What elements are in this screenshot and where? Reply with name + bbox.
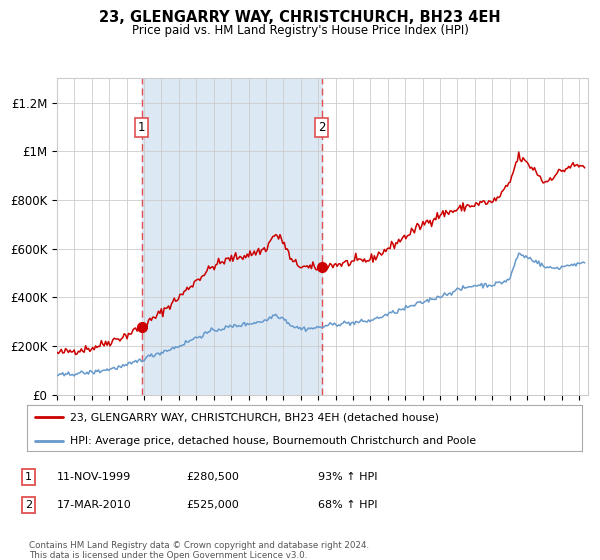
Text: Price paid vs. HM Land Registry's House Price Index (HPI): Price paid vs. HM Land Registry's House … — [131, 24, 469, 36]
Text: 1: 1 — [25, 472, 32, 482]
Text: £525,000: £525,000 — [186, 500, 239, 510]
Text: Contains HM Land Registry data © Crown copyright and database right 2024.
This d: Contains HM Land Registry data © Crown c… — [29, 541, 369, 560]
Text: 23, GLENGARRY WAY, CHRISTCHURCH, BH23 4EH: 23, GLENGARRY WAY, CHRISTCHURCH, BH23 4E… — [99, 10, 501, 25]
Text: 11-NOV-1999: 11-NOV-1999 — [57, 472, 131, 482]
Text: 93% ↑ HPI: 93% ↑ HPI — [318, 472, 377, 482]
Text: HPI: Average price, detached house, Bournemouth Christchurch and Poole: HPI: Average price, detached house, Bour… — [70, 436, 476, 446]
Text: £280,500: £280,500 — [186, 472, 239, 482]
Text: 2: 2 — [318, 121, 326, 134]
Bar — [142, 78, 322, 395]
Text: 17-MAR-2010: 17-MAR-2010 — [57, 500, 132, 510]
Text: 23, GLENGARRY WAY, CHRISTCHURCH, BH23 4EH (detached house): 23, GLENGARRY WAY, CHRISTCHURCH, BH23 4E… — [70, 412, 439, 422]
Text: 68% ↑ HPI: 68% ↑ HPI — [318, 500, 377, 510]
Text: 2: 2 — [25, 500, 32, 510]
Text: 1: 1 — [138, 121, 146, 134]
